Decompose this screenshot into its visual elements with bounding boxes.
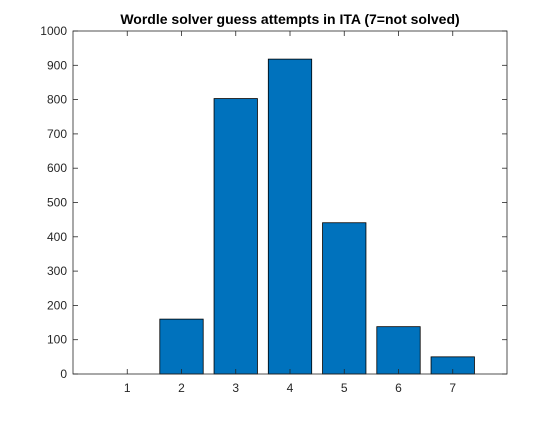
y-tick-label: 100 — [47, 333, 67, 347]
chart-title: Wordle solver guess attempts in ITA (7=n… — [120, 11, 459, 27]
y-tick-label: 700 — [47, 127, 67, 141]
y-tick-label: 0 — [60, 367, 67, 381]
ticks-group: 0 100 200 300 400 500 600 700 800 900 1000 1 2 3 4 5 6 7 — [40, 24, 507, 395]
x-tick-label: 3 — [232, 381, 239, 395]
bar-2 — [159, 318, 204, 375]
x-tick-label: 1 — [124, 381, 131, 395]
y-tick-label: 800 — [47, 93, 67, 107]
x-tick-label: 7 — [449, 381, 456, 395]
bars-group — [73, 31, 507, 375]
bar-3 — [213, 98, 258, 375]
x-tick-label: 2 — [178, 381, 185, 395]
bar-5 — [322, 222, 367, 375]
x-tick-label: 5 — [341, 381, 348, 395]
y-tick-label: 200 — [47, 298, 67, 312]
y-tick-label: 600 — [47, 161, 67, 175]
y-tick-label: 500 — [47, 196, 67, 210]
y-tick-label: 900 — [47, 58, 67, 72]
y-tick-label: 300 — [47, 264, 67, 278]
x-tick-label: 6 — [395, 381, 402, 395]
y-tick-label: 400 — [47, 230, 67, 244]
bar-6 — [376, 326, 421, 375]
y-tick-label: 1000 — [40, 24, 67, 38]
bar-4 — [267, 58, 313, 375]
x-tick-label: 4 — [287, 381, 294, 395]
